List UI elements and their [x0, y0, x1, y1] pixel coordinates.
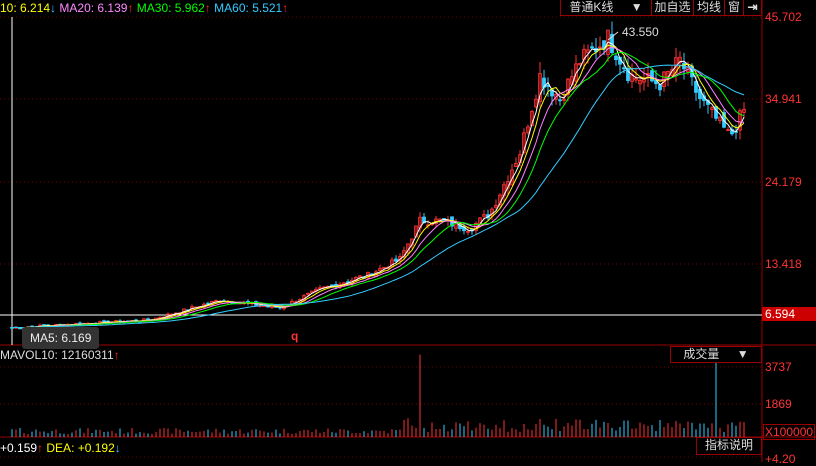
candle-body	[382, 266, 386, 269]
volume-tick: 3737	[765, 360, 792, 374]
price-tick: 13.418	[765, 257, 802, 271]
ma-lines-button[interactable]: 均线	[693, 0, 725, 16]
candle-body	[622, 67, 626, 70]
ma30-value: MA30: 5.962	[136, 1, 205, 15]
candle-body	[482, 214, 486, 217]
kline-type-dropdown[interactable]: 普通K线 ▼	[560, 0, 652, 16]
volume-unit: X100000	[763, 424, 815, 440]
exit-arrow-icon[interactable]: ⇥	[743, 0, 762, 16]
candle-body	[494, 204, 498, 208]
candle-body	[510, 169, 514, 186]
candle-body	[546, 85, 550, 87]
candle-body	[574, 63, 578, 82]
candle-body	[394, 258, 398, 262]
kline-type-label: 普通K线	[569, 0, 614, 14]
candle-body	[726, 129, 730, 132]
candle-body	[710, 107, 714, 110]
candle-body	[742, 108, 746, 113]
ma10-value: 10: 6.214	[0, 1, 51, 15]
macd-legend: +0.159↑ DEA: +0.192↓	[0, 441, 121, 455]
candle-body	[590, 46, 594, 49]
ma5-line	[11, 41, 745, 329]
price-tick: 34.941	[765, 92, 802, 106]
high-pointer	[607, 31, 619, 41]
up-arrow-icon: ↑	[113, 348, 120, 362]
candle-body	[562, 98, 566, 101]
candle-body	[522, 132, 526, 153]
down-arrow-icon: ↓	[114, 441, 121, 455]
candle-body	[598, 46, 602, 49]
ma60-value: MA60: 5.521	[214, 1, 283, 15]
up-arrow-icon: ↑	[37, 441, 44, 455]
candle-body	[534, 98, 538, 108]
candle-body	[722, 111, 726, 128]
candle-body	[318, 287, 322, 290]
up-arrow-icon: ↑	[127, 1, 134, 15]
candle-body	[306, 292, 310, 295]
candle-body	[666, 71, 670, 77]
ma60-line	[11, 64, 745, 329]
candle-body	[650, 70, 654, 82]
candle-body	[730, 129, 734, 135]
candle-body	[626, 68, 630, 81]
volume-legend: MAVOL10: 12160311↑	[0, 348, 120, 362]
candle-body	[634, 77, 638, 81]
ma20-line	[11, 46, 745, 329]
chevron-down-icon: ▼	[736, 347, 749, 361]
chevron-down-icon: ▼	[630, 0, 643, 14]
candle-body	[694, 80, 698, 93]
ma20-value: MA20: 6.139	[59, 1, 128, 15]
dea-value: DEA: +0.192	[46, 441, 115, 455]
up-arrow-icon: ↑	[282, 1, 289, 15]
candle-body	[586, 49, 590, 54]
indicator-dropdown[interactable]: 成交量 ▼	[670, 346, 762, 363]
window-button[interactable]: 窗	[724, 0, 744, 16]
candle-body	[714, 106, 718, 119]
candle-body	[558, 99, 562, 102]
candle-body	[738, 110, 742, 131]
candle-body	[514, 163, 518, 167]
candle-body	[538, 73, 542, 103]
candle-body	[378, 268, 382, 272]
ma30-line	[11, 51, 745, 329]
mavol-value: MAVOL10: 12160311	[0, 348, 114, 362]
down-arrow-icon: ↓	[50, 1, 57, 15]
macd-tick: +4.20	[765, 452, 796, 466]
indicator-help-button[interactable]: 指标说明	[696, 437, 762, 455]
candle-body	[554, 94, 558, 100]
candle-body	[102, 320, 106, 323]
candle-body	[526, 126, 530, 133]
ma-legend: 10: 6.214↓ MA20: 6.139↑ MA30: 5.962↑ MA6…	[0, 1, 288, 15]
add-watchlist-button[interactable]: 加自选	[651, 0, 694, 16]
candle-body	[330, 284, 334, 287]
candle-body	[342, 282, 346, 285]
candle-body	[678, 56, 682, 64]
candle-body	[398, 256, 402, 262]
high-price-label: 43.550	[622, 25, 659, 39]
current-price-label: 6.594	[762, 307, 816, 321]
candle-body	[638, 80, 642, 85]
candle-body	[718, 116, 722, 121]
price-tick: 24.179	[765, 175, 802, 189]
volume-tick: 1869	[765, 397, 792, 411]
indicator-label: 成交量	[683, 347, 720, 361]
price-tick: 45.702	[765, 10, 802, 24]
candle-body	[566, 78, 570, 95]
up-arrow-icon: ↑	[204, 1, 211, 15]
candle-body	[614, 55, 618, 61]
ma5-tooltip: MA5: 6.169	[22, 327, 100, 349]
marker-q: q	[291, 329, 299, 343]
diff-value: +0.159	[0, 441, 38, 455]
ma10-line	[11, 44, 745, 329]
candle-body	[466, 230, 470, 233]
